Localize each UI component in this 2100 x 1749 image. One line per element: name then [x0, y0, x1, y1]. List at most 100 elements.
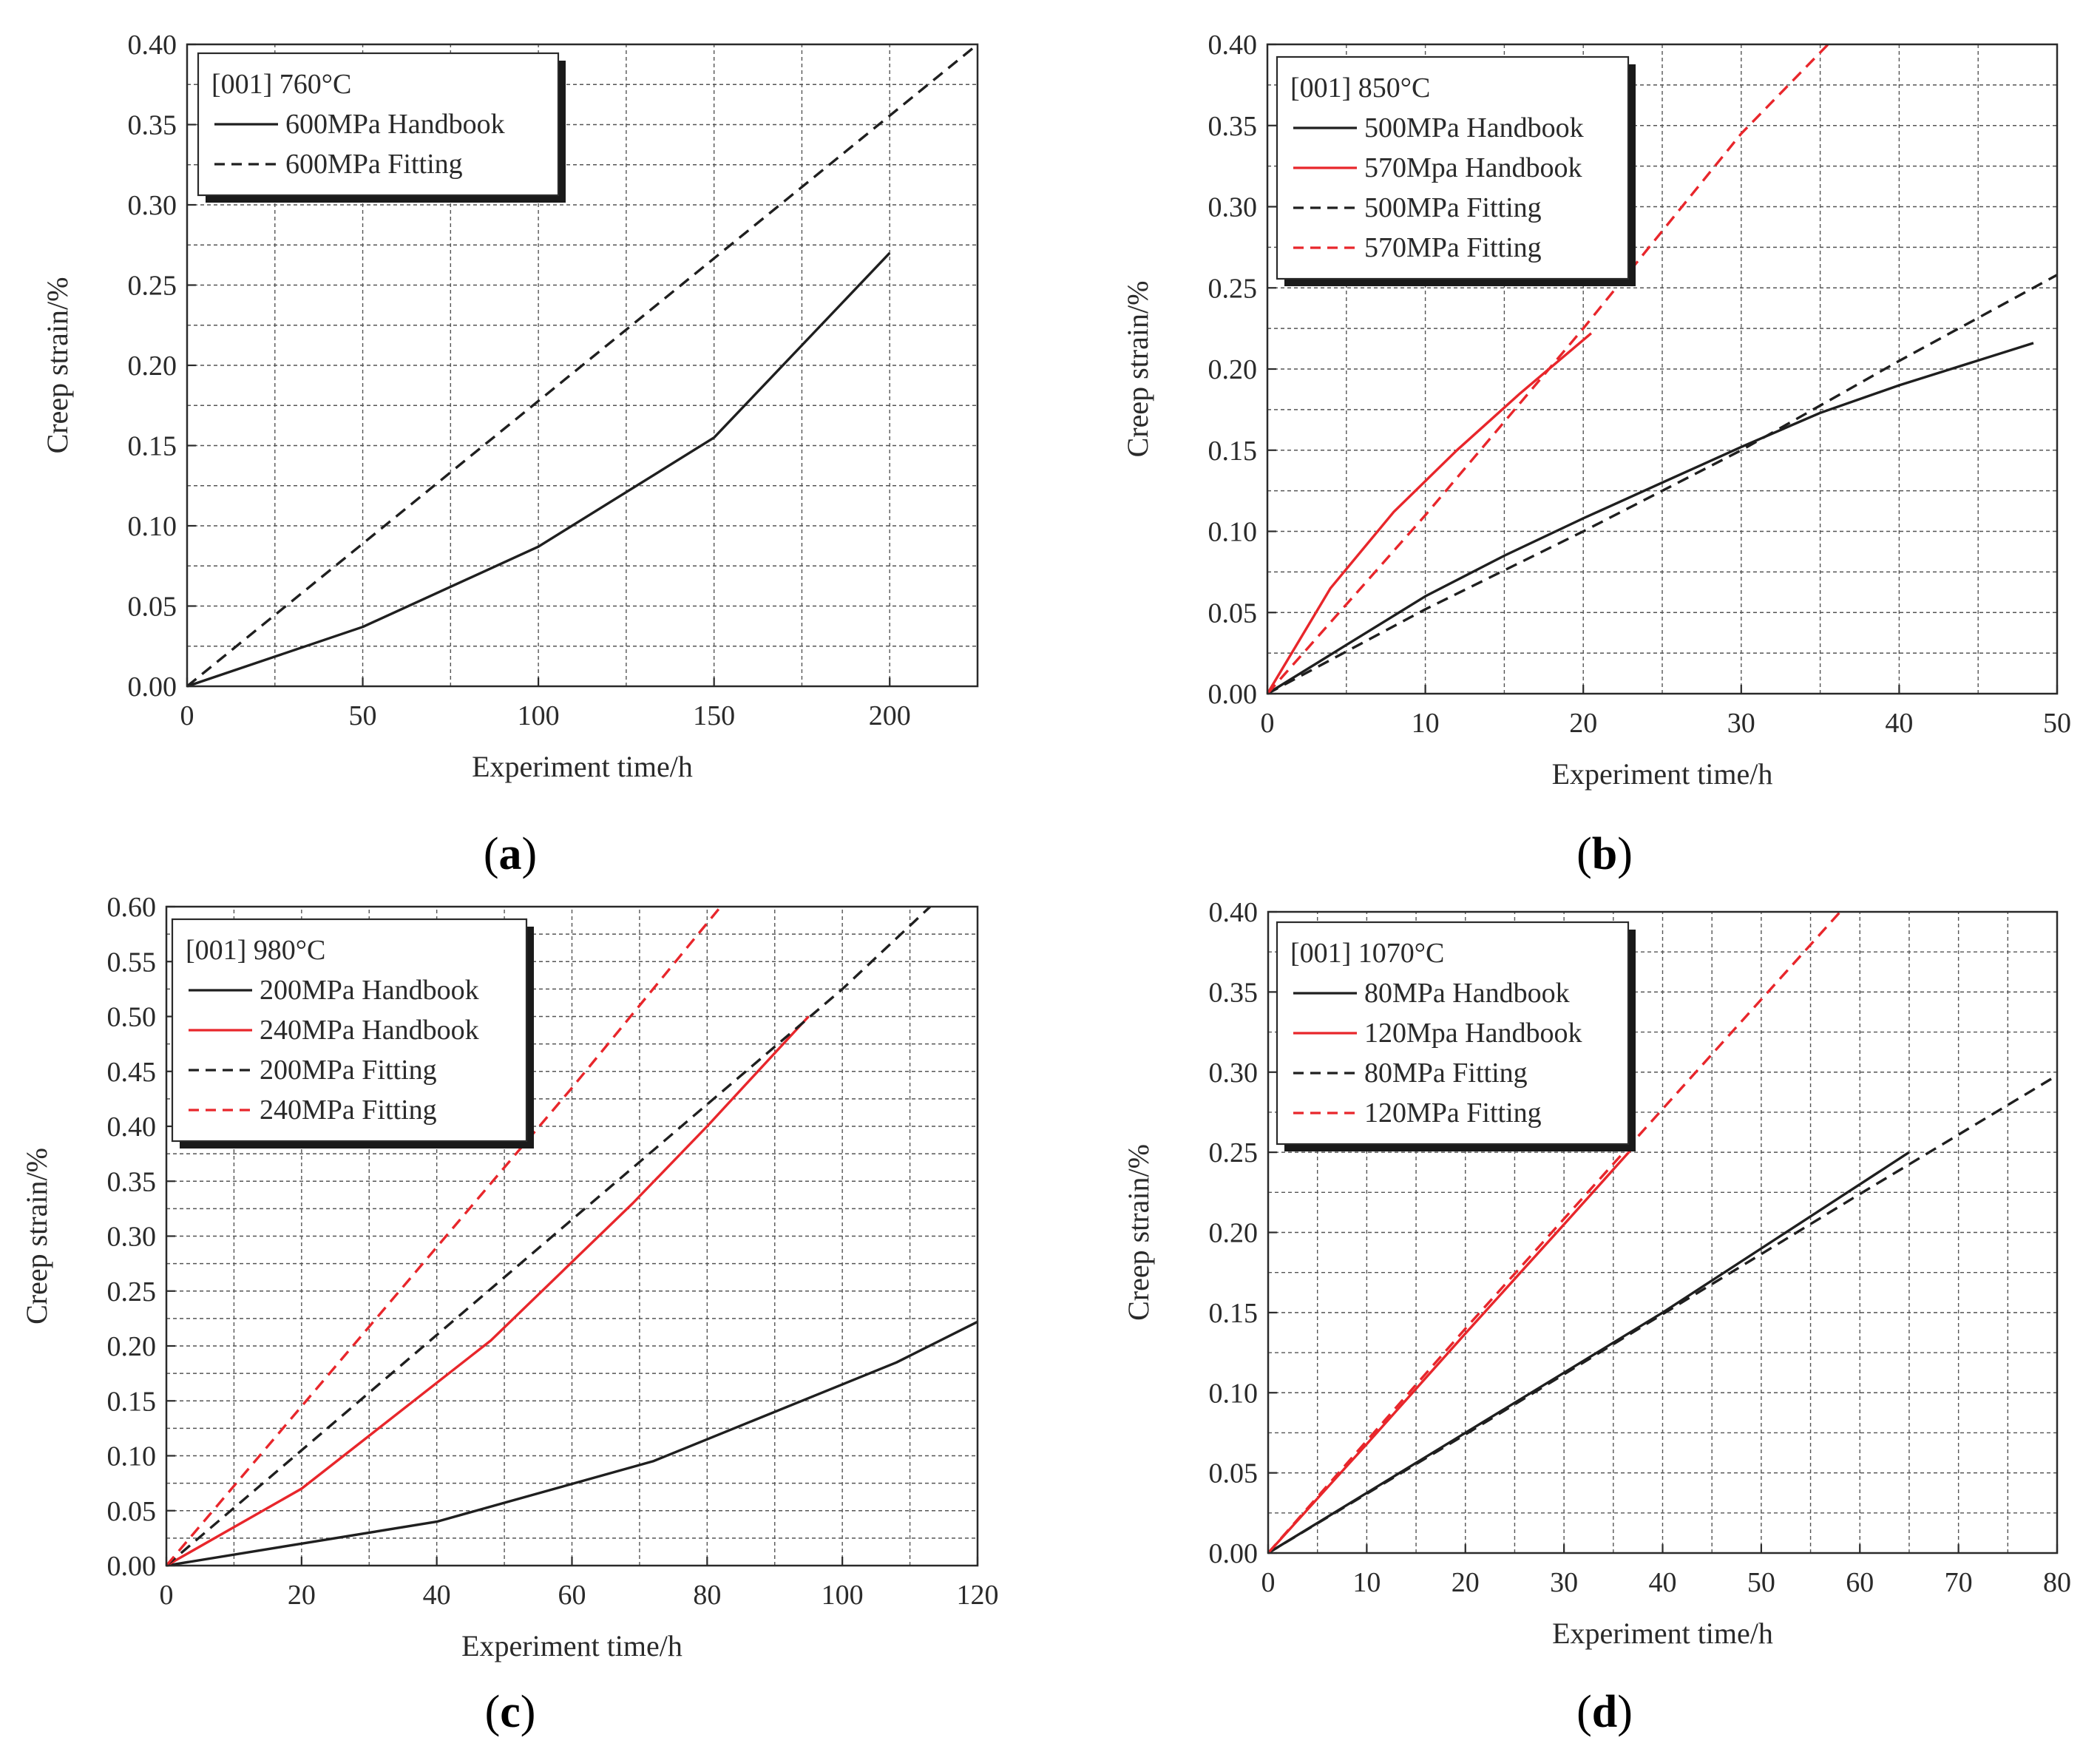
y-axis-label: Creep strain/% [1122, 1144, 1155, 1321]
y-tick-label: 0.25 [128, 271, 177, 302]
x-tick-label: 0 [160, 1580, 174, 1611]
legend-entry: 240MPa Handbook [260, 1015, 479, 1046]
y-tick-label: 0.00 [107, 1551, 157, 1582]
x-tick-label: 0 [1261, 708, 1275, 739]
y-tick-label: 0.10 [1209, 1378, 1259, 1409]
series-line-600mpa-fitting [186, 43, 979, 688]
x-tick-label: 150 [693, 700, 735, 731]
figure-label-letter: d [1592, 1687, 1617, 1737]
x-axis-label: Experiment time/h [1552, 757, 1773, 791]
y-tick-label: 0.00 [1209, 1538, 1259, 1569]
y-tick-label: 0.15 [107, 1386, 157, 1417]
y-tick-label: 0.30 [1209, 1058, 1259, 1089]
x-tick-label: 0 [180, 700, 194, 731]
y-tick-label: 0.05 [1209, 1458, 1259, 1489]
x-tick-label: 30 [1550, 1567, 1578, 1598]
x-tick-label: 40 [423, 1580, 451, 1611]
figure-label-close: ) [521, 1687, 536, 1737]
y-tick-label: 0.35 [128, 110, 177, 141]
y-tick-label: 0.10 [107, 1441, 157, 1472]
x-tick-label: 60 [1846, 1567, 1874, 1598]
y-tick-label: 0.25 [1209, 1137, 1259, 1168]
figure-labels: (a) (b)(c) (d) [484, 829, 1633, 1737]
legend-entry: 570MPa Fitting [1364, 232, 1542, 263]
y-tick-label: 0.00 [1208, 679, 1258, 710]
y-tick-label: 0.05 [107, 1496, 157, 1527]
series-line-240mpa-handbook [166, 1015, 810, 1567]
series-line-200mpa-handbook [166, 1320, 978, 1567]
figure-label-letter: a [499, 829, 522, 879]
series-line-600mpa-handbook [186, 251, 891, 688]
series-group [186, 43, 979, 688]
y-tick-label: 0.30 [107, 1222, 157, 1253]
figure-label-letter: b [1592, 829, 1617, 879]
x-tick-label: 120 [957, 1580, 999, 1611]
y-tick-label: 0.20 [107, 1331, 157, 1362]
figure-label-c: (c) [485, 1687, 536, 1737]
y-tick-label: 0.40 [128, 30, 177, 61]
y-tick-label: 0.55 [107, 947, 157, 978]
x-tick-label: 100 [518, 700, 560, 731]
x-axis-label: Experiment time/h [1552, 1617, 1773, 1650]
y-tick-label: 0.30 [1208, 192, 1258, 223]
series-line-240mpa-fitting [165, 905, 722, 1567]
series-line-570mpa-fitting [1266, 43, 1829, 695]
legend-entry: 200MPa Handbook [260, 975, 479, 1006]
x-tick-label: 80 [2043, 1567, 2071, 1598]
figure-label-close: ) [1617, 1687, 1633, 1737]
x-tick-label: 10 [1412, 708, 1440, 739]
y-tick-label: 0.40 [1208, 30, 1258, 61]
x-tick-label: 200 [869, 700, 911, 731]
legend-entry: 600MPa Handbook [285, 109, 505, 140]
legend-entry: 500MPa Fitting [1364, 192, 1542, 223]
legend-entry: 80MPa Handbook [1364, 978, 1570, 1009]
figure-label-close: ) [522, 829, 538, 879]
ticks [165, 905, 979, 1567]
legend-header: [001] 850°C [1290, 72, 1430, 104]
x-tick-label: 50 [349, 700, 377, 731]
figure-label-letter: c [500, 1687, 521, 1737]
y-tick-label: 0.60 [107, 892, 157, 923]
ticks [1266, 43, 2059, 695]
y-tick-label: 0.35 [107, 1166, 157, 1197]
y-tick-label: 0.10 [1208, 517, 1258, 548]
chart-panel-b: 0 10 20 30 40 50 0.00 0.05 0.10 0.15 0.20 0.25 0.30 0… [1121, 30, 2071, 791]
x-axis-label: Experiment time/h [472, 750, 693, 783]
ticks [1267, 910, 2059, 1555]
y-tick-label: 0.05 [128, 592, 177, 623]
ticks [186, 43, 891, 688]
y-tick-label: 0.30 [128, 190, 177, 221]
y-tick-label: 0.20 [1209, 1218, 1259, 1249]
figure-label-open: ( [485, 1687, 501, 1737]
series-line-500mpa-handbook [1267, 342, 2034, 695]
y-tick-label: 0.15 [1209, 1298, 1259, 1329]
series-line-200mpa-fitting [165, 905, 932, 1567]
y-tick-label: 0.40 [1209, 897, 1259, 928]
x-tick-label: 30 [1727, 708, 1755, 739]
legend-entry: 80MPa Fitting [1364, 1058, 1528, 1089]
chart-panel-a: 0 50 100 150 200 0.00 0.05 0.10 0.15 0.20 0.25 0.30… [41, 30, 979, 783]
legend-entry: 200MPa Fitting [260, 1055, 437, 1086]
figure-label-close: ) [1617, 829, 1633, 879]
chart-panel-c: 0 20 40 60 80 100 120 0.00 0.05 0.10 0.15 0.20 0.25 0… [20, 892, 999, 1662]
series-line-500mpa-fitting [1267, 274, 2058, 695]
series-group [165, 905, 978, 1567]
x-tick-label: 50 [2043, 708, 2071, 739]
y-tick-label: 0.35 [1208, 111, 1258, 142]
legend: [001] 1070°C 80MPa Handbook 120Mpa Handboo… [1276, 921, 1636, 1151]
y-axis-label: Creep strain/% [1121, 281, 1154, 458]
x-tick-label: 20 [288, 1580, 316, 1611]
x-tick-label: 20 [1452, 1567, 1480, 1598]
x-tick-label: 10 [1352, 1567, 1381, 1598]
x-axis-label: Experiment time/h [461, 1629, 682, 1662]
x-tick-label: 70 [1945, 1567, 1973, 1598]
legend-entry: 120Mpa Handbook [1364, 1018, 1582, 1049]
y-tick-label: 0.00 [128, 671, 177, 703]
legend: [001] 980°C 200MPa Handbook 240MPa Handboo… [171, 918, 534, 1148]
chart-panel-d: 0 10 20 30 40 50 60 70 80 0.00 0.05 0.10 0.15 0.20 0.2… [1122, 897, 2071, 1650]
x-tick-label: 40 [1649, 1567, 1677, 1598]
legend-entry: 120MPa Fitting [1364, 1097, 1542, 1129]
series-line-120mpa-fitting [1267, 910, 1841, 1555]
y-tick-label: 0.05 [1208, 598, 1258, 629]
panels: 0 50 100 150 2000.000.050.100.150.200.250.30… [20, 30, 2071, 1662]
